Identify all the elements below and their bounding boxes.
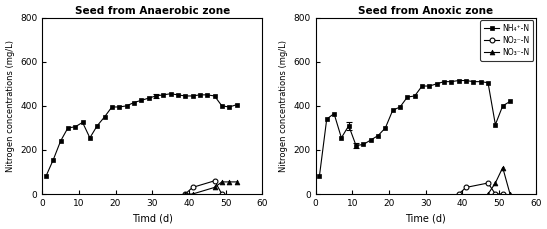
NO₃⁻-N <box>492 182 499 184</box>
NH₄⁺-N <box>338 136 345 139</box>
Line: NO₂⁻-N: NO₂⁻-N <box>456 181 505 196</box>
NO₃⁻-N <box>219 180 225 183</box>
NH₄⁺-N <box>116 106 123 108</box>
NH₄⁺-N <box>463 79 469 82</box>
NO₃⁻-N <box>226 180 232 183</box>
NH₄⁺-N <box>499 104 506 107</box>
Line: NO₃⁻-N: NO₃⁻-N <box>486 165 513 196</box>
NO₂⁻-N <box>456 193 462 195</box>
NH₄⁺-N <box>196 93 203 96</box>
NO₂⁻-N <box>499 193 506 195</box>
NO₃⁻-N <box>507 193 513 195</box>
Line: NH₄⁺-N: NH₄⁺-N <box>317 79 512 178</box>
NH₄⁺-N <box>219 104 225 107</box>
NH₄⁺-N <box>94 124 101 127</box>
NH₄⁺-N <box>211 95 218 97</box>
NH₄⁺-N <box>478 80 484 83</box>
Title: Seed from Anoxic zone: Seed from Anoxic zone <box>358 5 493 16</box>
NO₂⁻-N <box>219 193 225 195</box>
NH₄⁺-N <box>507 100 513 103</box>
Legend: NH₄⁺-N, NO₂⁻-N, NO₃⁻-N: NH₄⁺-N, NO₂⁻-N, NO₃⁻-N <box>480 20 533 61</box>
Line: NH₄⁺-N: NH₄⁺-N <box>44 92 238 178</box>
NH₄⁺-N <box>492 123 499 126</box>
NH₄⁺-N <box>426 85 433 87</box>
NH₄⁺-N <box>353 144 359 147</box>
NH₄⁺-N <box>57 140 64 142</box>
NH₄⁺-N <box>86 136 93 139</box>
NH₄⁺-N <box>456 79 462 82</box>
NH₄⁺-N <box>167 92 174 95</box>
NO₃⁻-N <box>182 193 189 195</box>
NH₄⁺-N <box>101 115 108 118</box>
NH₄⁺-N <box>382 127 389 129</box>
NH₄⁺-N <box>160 93 166 96</box>
NH₄⁺-N <box>375 134 381 137</box>
NH₄⁺-N <box>411 95 418 97</box>
NH₄⁺-N <box>146 97 152 100</box>
NH₄⁺-N <box>65 127 71 129</box>
NH₄⁺-N <box>226 106 232 108</box>
Y-axis label: Nitrogen concentrations (mg/L): Nitrogen concentrations (mg/L) <box>5 40 15 172</box>
NH₄⁺-N <box>109 106 115 108</box>
NH₄⁺-N <box>397 106 403 108</box>
NH₄⁺-N <box>131 101 137 104</box>
NO₂⁻-N <box>189 186 196 189</box>
Y-axis label: Nitrogen concentrations (mg/L): Nitrogen concentrations (mg/L) <box>279 40 288 172</box>
NH₄⁺-N <box>360 143 366 146</box>
NH₄⁺-N <box>448 80 455 83</box>
NO₃⁻-N <box>499 166 506 169</box>
NH₄⁺-N <box>323 118 330 120</box>
NO₃⁻-N <box>211 186 218 189</box>
NO₂⁻-N <box>492 193 499 195</box>
NO₂⁻-N <box>485 182 491 184</box>
NH₄⁺-N <box>189 95 196 97</box>
NH₄⁺-N <box>182 95 189 97</box>
NH₄⁺-N <box>233 104 240 106</box>
NH₄⁺-N <box>123 104 130 107</box>
NH₄⁺-N <box>389 109 396 112</box>
NH₄⁺-N <box>346 124 352 127</box>
NH₄⁺-N <box>404 96 411 98</box>
NH₄⁺-N <box>331 112 337 115</box>
X-axis label: Time (d): Time (d) <box>405 213 446 224</box>
NH₄⁺-N <box>174 93 181 96</box>
Line: NO₂⁻-N: NO₂⁻-N <box>183 178 224 196</box>
NH₄⁺-N <box>50 158 56 161</box>
NH₄⁺-N <box>368 139 374 142</box>
NO₃⁻-N <box>233 180 240 183</box>
NH₄⁺-N <box>441 80 447 83</box>
NO₃⁻-N <box>189 193 196 195</box>
NO₂⁻-N <box>182 193 189 195</box>
NH₄⁺-N <box>43 175 49 178</box>
NH₄⁺-N <box>204 93 211 96</box>
NH₄⁺-N <box>316 175 323 178</box>
NO₂⁻-N <box>463 186 469 189</box>
Title: Seed from Anaerobic zone: Seed from Anaerobic zone <box>74 5 230 16</box>
NH₄⁺-N <box>485 81 491 84</box>
NO₂⁻-N <box>211 180 218 182</box>
NH₄⁺-N <box>153 95 159 97</box>
NH₄⁺-N <box>470 80 476 83</box>
NH₄⁺-N <box>72 125 79 128</box>
NH₄⁺-N <box>79 121 86 124</box>
NO₃⁻-N <box>485 193 491 195</box>
X-axis label: Timd (d): Timd (d) <box>132 213 173 224</box>
NH₄⁺-N <box>419 85 426 87</box>
Line: NO₃⁻-N: NO₃⁻-N <box>183 180 239 196</box>
NH₄⁺-N <box>138 99 144 102</box>
NH₄⁺-N <box>433 82 440 85</box>
